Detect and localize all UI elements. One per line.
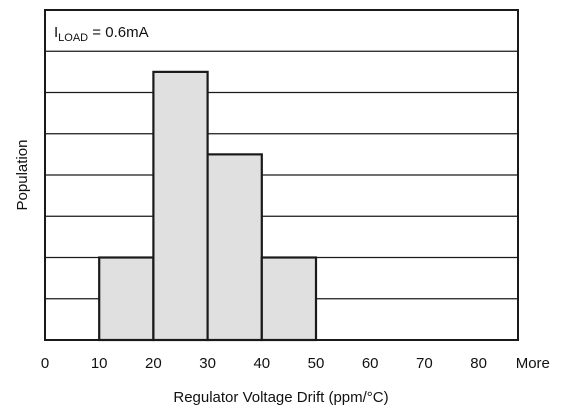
plot-frame bbox=[44, 9, 519, 341]
load-annotation: ILOAD = 0.6mA bbox=[54, 24, 149, 44]
x-tick-label-4: 40 bbox=[253, 355, 270, 372]
x-tick-label-3: 30 bbox=[199, 355, 216, 372]
bar-40-50 bbox=[260, 256, 318, 342]
x-tick-label-5: 50 bbox=[308, 355, 325, 372]
annotation-subscript: LOAD bbox=[58, 32, 88, 44]
x-tick-label-9: More bbox=[516, 355, 550, 372]
bar-10-20 bbox=[98, 256, 155, 342]
x-tick-label-8: 80 bbox=[470, 355, 487, 372]
annotation-base: I bbox=[54, 24, 58, 41]
x-axis-title: Regulator Voltage Drift (ppm/°C) bbox=[173, 389, 388, 406]
x-tick-label-7: 70 bbox=[416, 355, 433, 372]
x-tick-labels: 0 10 20 30 40 50 60 70 80 More bbox=[41, 355, 550, 372]
bar-20-30 bbox=[152, 70, 209, 342]
x-tick-label-2: 20 bbox=[145, 355, 162, 372]
y-axis-title: Population bbox=[14, 140, 31, 211]
x-tick-label-1: 10 bbox=[91, 355, 108, 372]
x-tick-label-0: 0 bbox=[41, 355, 49, 372]
bar-30-40 bbox=[206, 153, 263, 342]
x-tick-label-6: 60 bbox=[362, 355, 379, 372]
annotation-rest: = 0.6mA bbox=[88, 24, 148, 41]
